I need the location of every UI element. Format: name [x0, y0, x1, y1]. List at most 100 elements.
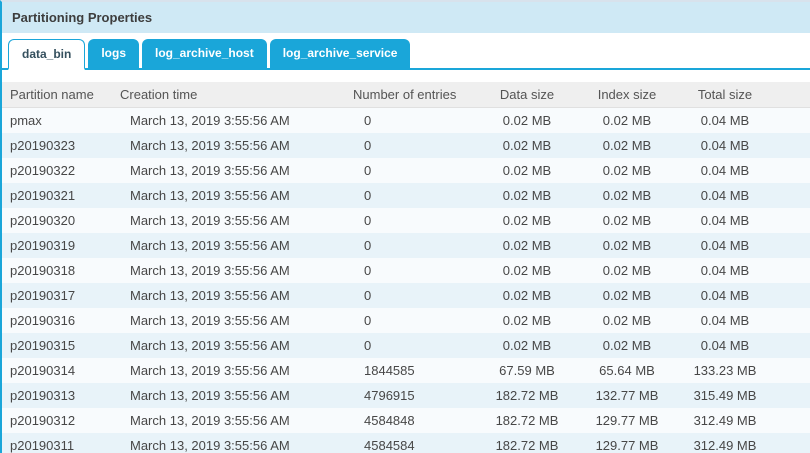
table-cell: p20190319 — [10, 238, 76, 253]
table-cell: p20190317 — [10, 288, 76, 303]
table-cell: 0.04 MB — [700, 238, 750, 253]
table-cell: 0.02 MB — [602, 313, 652, 328]
table-cell: 0 — [364, 113, 372, 128]
table-cell: March 13, 2019 3:55:56 AM — [130, 188, 290, 203]
table-cell: March 13, 2019 3:55:56 AM — [130, 413, 290, 428]
table-cell: 0.02 MB — [502, 138, 552, 153]
tab-log_archive_service[interactable]: log_archive_service — [269, 39, 411, 68]
table-cell: 0.02 MB — [502, 163, 552, 178]
table-cell: 0 — [364, 213, 372, 228]
table-cell: 0.02 MB — [602, 288, 652, 303]
table-cell: March 13, 2019 3:55:56 AM — [130, 238, 290, 253]
table-cell: 0 — [364, 338, 372, 353]
table-cell: p20190320 — [10, 213, 76, 228]
table-cell: p20190321 — [10, 188, 76, 203]
column-header: Creation time — [112, 82, 347, 108]
table-cell: 182.72 MB — [495, 438, 559, 453]
tab-data_bin[interactable]: data_bin — [8, 39, 86, 70]
table-cell: 0 — [364, 238, 372, 253]
table-cell: 0.02 MB — [602, 113, 652, 128]
table-cell: p20190322 — [10, 163, 76, 178]
partitions-table: Partition name Creation time Number of ent… — [2, 82, 810, 453]
table-cell: 0.02 MB — [602, 338, 652, 353]
table-cell: March 13, 2019 3:55:56 AM — [130, 263, 290, 278]
table-cell: 0.02 MB — [502, 288, 552, 303]
table-row: p20190318 March 13, 2019 3:55:56 AM 0 0.02 … — [2, 258, 810, 283]
table-cell: 0.02 MB — [602, 213, 652, 228]
table-cell: 0.02 MB — [502, 338, 552, 353]
table-cell: 0.02 MB — [602, 138, 652, 153]
table-cell: 182.72 MB — [495, 388, 559, 403]
table-cell: 0 — [364, 313, 372, 328]
table-cell: 4796915 — [364, 388, 415, 403]
table-cell: 0.04 MB — [700, 188, 750, 203]
panel-title-bar: Partitioning Properties — [2, 2, 810, 33]
table-row: p20190321 March 13, 2019 3:55:56 AM 0 0.02 … — [2, 183, 810, 208]
table-row: p20190316 March 13, 2019 3:55:56 AM 0 0.02 … — [2, 308, 810, 333]
table-cell: March 13, 2019 3:55:56 AM — [130, 213, 290, 228]
table-cell: 0.02 MB — [502, 313, 552, 328]
column-header: Number of entries — [347, 82, 477, 108]
table-row: p20190320 March 13, 2019 3:55:56 AM 0 0.02 … — [2, 208, 810, 233]
table-cell: 312.49 MB — [693, 438, 757, 453]
table-cell: 0.04 MB — [700, 288, 750, 303]
table-cell: 0 — [364, 188, 372, 203]
table-cell: p20190316 — [10, 313, 76, 328]
table-row: p20190314 March 13, 2019 3:55:56 AM 184458… — [2, 358, 810, 383]
tab-log_archive_host[interactable]: log_archive_host — [142, 39, 267, 68]
column-header: Data size — [477, 82, 577, 108]
table-cell: 312.49 MB — [693, 413, 757, 428]
table-cell: 0.02 MB — [602, 238, 652, 253]
table-cell: 315.49 MB — [693, 388, 757, 403]
table-cell: 0.04 MB — [700, 213, 750, 228]
table-cell: March 13, 2019 3:55:56 AM — [130, 363, 290, 378]
table-cell: p20190315 — [10, 338, 76, 353]
table-row: pmax March 13, 2019 3:55:56 AM 0 0.02 MB 0.0… — [2, 107, 810, 133]
page-title: Partitioning Properties — [12, 10, 153, 25]
table-cell: 129.77 MB — [595, 438, 659, 453]
table-cell: 0 — [364, 263, 372, 278]
table-cell: March 13, 2019 3:55:56 AM — [130, 113, 290, 128]
table-cell: 0 — [364, 138, 372, 153]
table-cell: 0.02 MB — [502, 188, 552, 203]
table-cell: 0 — [364, 288, 372, 303]
table-cell: p20190318 — [10, 263, 76, 278]
table-header-row: Partition name Creation time Number of ent… — [2, 82, 810, 108]
table-cell: 0.02 MB — [502, 213, 552, 228]
table-cell: March 13, 2019 3:55:56 AM — [130, 313, 290, 328]
table-cell: pmax — [10, 113, 42, 128]
column-header: Index size — [577, 82, 677, 108]
table-cell: 4584848 — [364, 413, 415, 428]
table-cell: March 13, 2019 3:55:56 AM — [130, 288, 290, 303]
table-cell: p20190312 — [10, 413, 76, 428]
table-cell: 129.77 MB — [595, 413, 659, 428]
table-row: p20190322 March 13, 2019 3:55:56 AM 0 0.02 … — [2, 158, 810, 183]
table-cell: 4584584 — [364, 438, 415, 453]
table-cell: p20190323 — [10, 138, 76, 153]
table-row: p20190315 March 13, 2019 3:55:56 AM 0 0.02 … — [2, 333, 810, 358]
table-row: p20190311 March 13, 2019 3:55:56 AM 458458… — [2, 433, 810, 453]
table-cell: 133.23 MB — [693, 363, 757, 378]
table-cell: 0 — [364, 163, 372, 178]
table-cell: 0.02 MB — [502, 263, 552, 278]
table-cell: March 13, 2019 3:55:56 AM — [130, 438, 290, 453]
table-row: p20190323 March 13, 2019 3:55:56 AM 0 0.02 … — [2, 133, 810, 158]
tab-logs[interactable]: logs — [88, 39, 140, 68]
table-cell: 0.04 MB — [700, 138, 750, 153]
table-cell: 67.59 MB — [499, 363, 555, 378]
table-cell: p20190313 — [10, 388, 76, 403]
table-cell: 0.04 MB — [700, 113, 750, 128]
column-header: Total size — [677, 82, 810, 108]
table-row: p20190312 March 13, 2019 3:55:56 AM 458484… — [2, 408, 810, 433]
table-cell: March 13, 2019 3:55:56 AM — [130, 138, 290, 153]
table-cell: 0.04 MB — [700, 163, 750, 178]
table-cell: 132.77 MB — [595, 388, 659, 403]
table-cell: 0.02 MB — [602, 188, 652, 203]
table-row: p20190317 March 13, 2019 3:55:56 AM 0 0.02 … — [2, 283, 810, 308]
table-cell: 0.04 MB — [700, 263, 750, 278]
table-cell: 0.02 MB — [502, 238, 552, 253]
table-row: p20190313 March 13, 2019 3:55:56 AM 479691… — [2, 383, 810, 408]
table-cell: 182.72 MB — [495, 413, 559, 428]
table-cell: p20190314 — [10, 363, 76, 378]
